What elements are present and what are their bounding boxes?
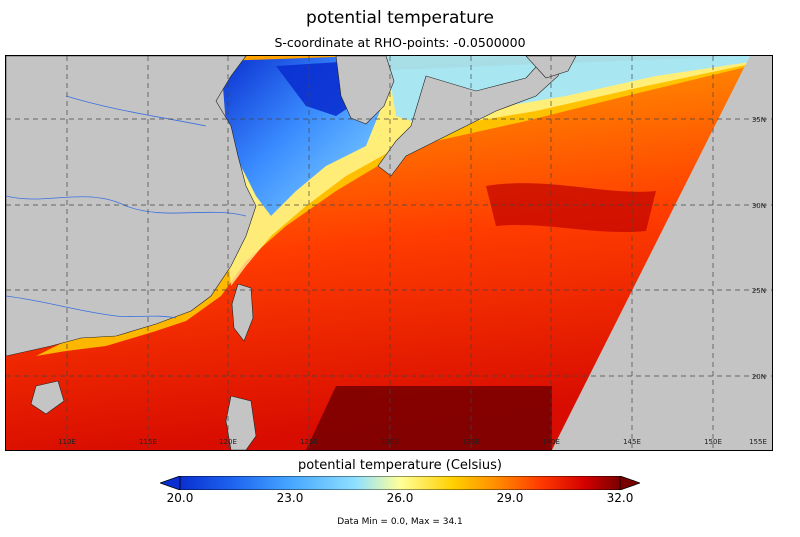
lon-label-145e: 145E xyxy=(623,438,641,446)
lon-label-135e: 135E xyxy=(462,438,480,446)
lon-label-125e: 125E xyxy=(300,438,318,446)
colorbar xyxy=(160,476,640,490)
land-hainan xyxy=(30,380,65,415)
lon-labels: 110E 115E 120E 125E 130E 135E 140E 145E … xyxy=(58,438,767,446)
plot-title: potential temperature xyxy=(306,8,494,28)
sst-map: 110E 115E 120E 125E 130E 135E 140E 145E … xyxy=(5,55,773,451)
colorbar-tick-1: 23.0 xyxy=(276,491,304,505)
colorbar-max-arrow xyxy=(619,476,640,490)
colorbar-tick-labels: 20.0 23.0 26.0 29.0 32.0 xyxy=(0,491,800,507)
colorbar-min-arrow xyxy=(160,476,181,490)
river-yangtze xyxy=(6,195,247,217)
land-luzon xyxy=(225,395,257,450)
no-data-region xyxy=(552,56,772,450)
lon-label-130e: 130E xyxy=(381,438,399,446)
land-taiwan xyxy=(231,283,254,342)
graticule xyxy=(6,56,772,450)
ocean-warm-region xyxy=(6,56,750,450)
river-yellow xyxy=(65,95,207,127)
lon-label-155e: 155E xyxy=(749,438,767,446)
lat-label-25n: 25N xyxy=(752,287,766,295)
colorbar-tick-3: 29.0 xyxy=(496,491,524,505)
lon-label-115e: 115E xyxy=(139,438,157,446)
lon-label-110e: 110E xyxy=(58,438,76,446)
lat-label-35n: 35N xyxy=(752,116,766,124)
data-range-text: Data Min = 0.0, Max = 34.1 xyxy=(337,517,463,527)
colorbar-tick-0: 20.0 xyxy=(166,491,194,505)
ocean-warm-eddies xyxy=(486,183,656,233)
ocean-warm-pool xyxy=(306,386,552,450)
lon-label-150e: 150E xyxy=(704,438,722,446)
colorbar-title: potential temperature (Celsius) xyxy=(297,458,503,473)
land-china xyxy=(6,56,257,357)
river-pearl xyxy=(6,295,177,319)
colorbar-tick-4: 32.0 xyxy=(606,491,634,505)
land-korea xyxy=(335,56,395,125)
map-svg: 110E 115E 120E 125E 130E 135E 140E 145E … xyxy=(6,56,772,450)
lon-label-140e: 140E xyxy=(542,438,560,446)
lat-labels: 35N 30N 25N 20N xyxy=(752,116,766,381)
colorbar-gradient xyxy=(179,476,621,490)
colorbar-tick-2: 26.0 xyxy=(386,491,414,505)
lon-label-120e: 120E xyxy=(219,438,237,446)
plot-subtitle: S-coordinate at RHO-points: -0.0500000 xyxy=(274,35,526,50)
lat-label-30n: 30N xyxy=(752,202,766,210)
lat-label-20n: 20N xyxy=(752,373,766,381)
